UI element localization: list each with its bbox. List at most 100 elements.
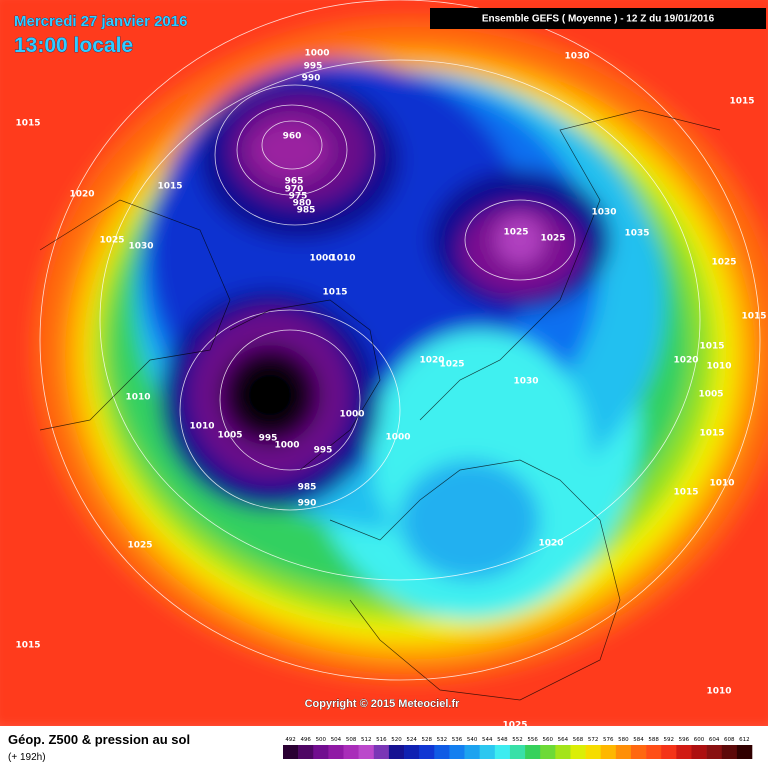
scale-label: 548 [497,737,508,743]
isobar-label: 1010 [330,254,355,264]
scale-swatch [419,745,435,759]
isobar-label: 1015 [741,312,766,322]
scale-label: 612 [739,737,750,743]
scale-label: 560 [543,737,554,743]
scale-label: 596 [679,737,690,743]
scale-swatch [343,745,359,759]
scale-swatch [434,745,450,759]
footer-lead: (+ 192h) [8,752,46,763]
scale-swatch [570,745,586,759]
isobar-label: 1035 [624,229,649,239]
isobar-label: 1015 [157,182,182,192]
scale-label: 540 [467,737,478,743]
isobar-label: 1030 [513,377,538,387]
scale-label: 500 [316,737,327,743]
isobar-label: 1020 [538,539,563,549]
scale-label: 592 [664,737,675,743]
scale-swatch [525,745,541,759]
scale-swatch [646,745,662,759]
scale-label: 552 [512,737,523,743]
scale-swatch [464,745,480,759]
scale-label: 564 [558,737,569,743]
scale-label: 528 [421,737,432,743]
isobar-label: 965 [285,177,304,187]
coastlines [39,109,721,701]
isobar-label: 995 [304,62,323,72]
isobar-label: 960 [283,132,302,142]
isobar-lines [39,0,761,681]
copyright: Copyright © 2015 Meteociel.fr [305,698,461,710]
isobar-label: 990 [302,74,321,84]
scale-swatch [404,745,420,759]
scale-label: 492 [285,737,296,743]
isobar-label: 1010 [706,687,731,697]
scale-label: 516 [376,737,387,743]
scale-swatch [494,745,511,759]
scale-label: 556 [527,737,538,743]
isobar-label: 1000 [309,254,334,264]
footer-title: Géop. Z500 & pression au sol [8,732,190,747]
isobar-label: 1025 [503,228,528,238]
scale-swatch [283,745,299,759]
scale-label: 544 [482,737,493,743]
scale-label: 588 [648,737,659,743]
isobar-label: 1015 [15,641,40,651]
scale-swatch [691,745,707,759]
isobar-label: 1025 [502,721,527,731]
isobar-label: 980 [293,199,312,209]
isobar-label: 1005 [217,431,242,441]
isobar-label: 1015 [322,288,347,298]
isobar-label: 985 [297,206,316,216]
isobar-label: 1000 [304,49,329,59]
scale-swatch [509,745,526,759]
scale-label: 576 [603,737,614,743]
scale-label: 520 [391,737,402,743]
isobar-label: 1005 [698,390,723,400]
isobar-label: 1015 [699,342,724,352]
scale-swatch [449,745,465,759]
isobar-label: 1010 [706,362,731,372]
isobar-label: 1010 [709,479,734,489]
scale-swatch [479,745,496,759]
scale-label: 608 [724,737,735,743]
isobar-label: 1015 [699,429,724,439]
scale-swatch [630,745,647,759]
isobar-label: 1025 [439,360,464,370]
scale-swatch [298,745,314,759]
isobar-label: 1030 [591,208,616,218]
scale-label: 604 [709,737,720,743]
isobar-label: 1030 [564,52,589,62]
isobar-label: 1025 [540,234,565,244]
scale-label: 572 [588,737,599,743]
scale-label: 584 [633,737,644,743]
scale-swatch [585,745,602,759]
isobar-label: 1015 [673,488,698,498]
isobar-label: 1015 [15,119,40,129]
scale-label: 536 [452,737,463,743]
scale-swatch [540,745,556,759]
isobar-label: 1025 [99,236,124,246]
isobar-label: 1020 [419,356,444,366]
isobar-label: 1000 [339,410,364,420]
isobar-label: 1010 [125,393,150,403]
isobar-label: 1015 [729,97,754,107]
scale-label: 504 [331,737,342,743]
isobar-label: 1000 [385,433,410,443]
scale-swatch [615,745,632,759]
scale-swatch [358,745,375,759]
isobar-label: 1000 [274,441,299,451]
isobar-label: 985 [298,483,317,493]
scale-label: 524 [406,737,417,743]
time-title: 13:00 locale [14,34,133,57]
scale-swatch [676,745,692,759]
date-title: Mercredi 27 janvier 2016 [14,13,187,30]
scale-swatch [388,745,405,759]
scale-label: 600 [694,737,705,743]
isobar-label: 995 [259,434,278,444]
scale-label: 568 [573,737,584,743]
scale-swatch [555,745,571,759]
scale-swatch [721,745,738,759]
scale-swatch [328,745,344,759]
isobar-label: 1020 [69,190,94,200]
